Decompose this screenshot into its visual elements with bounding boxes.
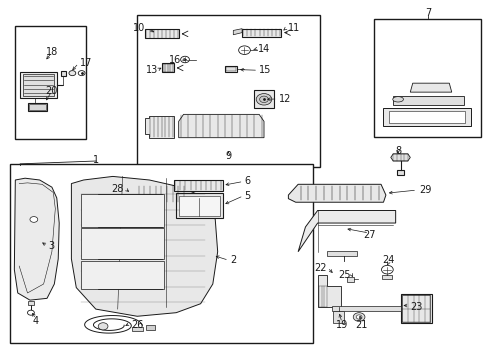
Circle shape — [27, 310, 34, 315]
Ellipse shape — [392, 96, 403, 102]
Polygon shape — [298, 211, 395, 252]
Bar — [242, 29, 281, 37]
Text: 23: 23 — [409, 302, 422, 312]
Polygon shape — [390, 154, 409, 161]
Text: 14: 14 — [258, 44, 270, 54]
Bar — [396, 170, 404, 175]
Circle shape — [238, 46, 250, 54]
Bar — [29, 104, 45, 111]
Polygon shape — [331, 306, 400, 311]
Text: 27: 27 — [362, 230, 375, 240]
Circle shape — [352, 313, 364, 321]
Polygon shape — [144, 116, 173, 138]
Text: 20: 20 — [45, 86, 58, 96]
Polygon shape — [71, 176, 217, 316]
Bar — [81, 261, 163, 289]
Bar — [402, 296, 429, 322]
Text: 2: 2 — [229, 255, 236, 265]
Text: 10: 10 — [133, 23, 145, 33]
Text: 5: 5 — [244, 191, 250, 201]
Circle shape — [256, 94, 271, 105]
Text: 11: 11 — [288, 23, 300, 33]
Polygon shape — [317, 275, 340, 307]
Bar — [27, 301, 34, 305]
Text: 29: 29 — [418, 185, 430, 195]
Polygon shape — [409, 83, 451, 92]
Bar — [224, 66, 237, 72]
Circle shape — [355, 315, 361, 319]
Bar — [327, 251, 356, 256]
Polygon shape — [178, 114, 264, 138]
Polygon shape — [392, 96, 463, 105]
Bar — [144, 30, 178, 39]
Text: 21: 21 — [355, 320, 367, 330]
Bar — [226, 67, 235, 71]
Polygon shape — [233, 29, 242, 35]
Bar — [346, 277, 353, 282]
Bar — [382, 275, 391, 279]
Circle shape — [180, 56, 189, 63]
Bar — [22, 74, 54, 96]
Polygon shape — [388, 111, 465, 123]
Bar — [161, 63, 173, 72]
Bar — [132, 327, 143, 331]
Bar — [400, 294, 431, 323]
Text: 26: 26 — [131, 320, 143, 330]
Bar — [20, 72, 57, 98]
Circle shape — [30, 217, 38, 222]
Text: 18: 18 — [45, 47, 58, 57]
Text: 3: 3 — [48, 241, 55, 251]
Text: 8: 8 — [394, 146, 400, 156]
Polygon shape — [131, 185, 184, 202]
Bar — [146, 325, 155, 329]
Circle shape — [259, 96, 268, 103]
Text: 24: 24 — [382, 255, 394, 265]
Bar — [373, 19, 480, 137]
Bar — [15, 26, 86, 139]
Polygon shape — [383, 108, 470, 126]
Text: 12: 12 — [278, 94, 290, 104]
Text: 6: 6 — [244, 176, 250, 186]
Circle shape — [69, 71, 76, 76]
Bar — [81, 228, 163, 259]
Bar — [61, 71, 65, 76]
Bar — [173, 180, 222, 191]
Text: 13: 13 — [145, 65, 158, 75]
Bar — [254, 90, 273, 108]
Bar — [10, 164, 312, 343]
Polygon shape — [288, 184, 385, 202]
Circle shape — [98, 323, 108, 330]
Text: 16: 16 — [168, 54, 181, 64]
Text: 17: 17 — [80, 58, 92, 68]
Polygon shape — [14, 178, 59, 300]
Text: 28: 28 — [111, 184, 123, 194]
Text: 25: 25 — [338, 270, 350, 280]
Bar — [178, 196, 220, 216]
Bar — [28, 103, 46, 111]
Text: 22: 22 — [313, 262, 326, 273]
Bar — [332, 311, 343, 323]
Bar — [137, 15, 320, 167]
Text: 15: 15 — [259, 65, 271, 75]
Text: 4: 4 — [33, 316, 39, 326]
Text: 1: 1 — [93, 155, 99, 165]
Circle shape — [78, 71, 85, 76]
Text: 7: 7 — [424, 8, 430, 18]
Bar — [176, 193, 222, 218]
Bar — [81, 194, 163, 226]
Circle shape — [381, 265, 392, 274]
Text: 9: 9 — [225, 151, 231, 161]
Text: 19: 19 — [335, 320, 347, 330]
